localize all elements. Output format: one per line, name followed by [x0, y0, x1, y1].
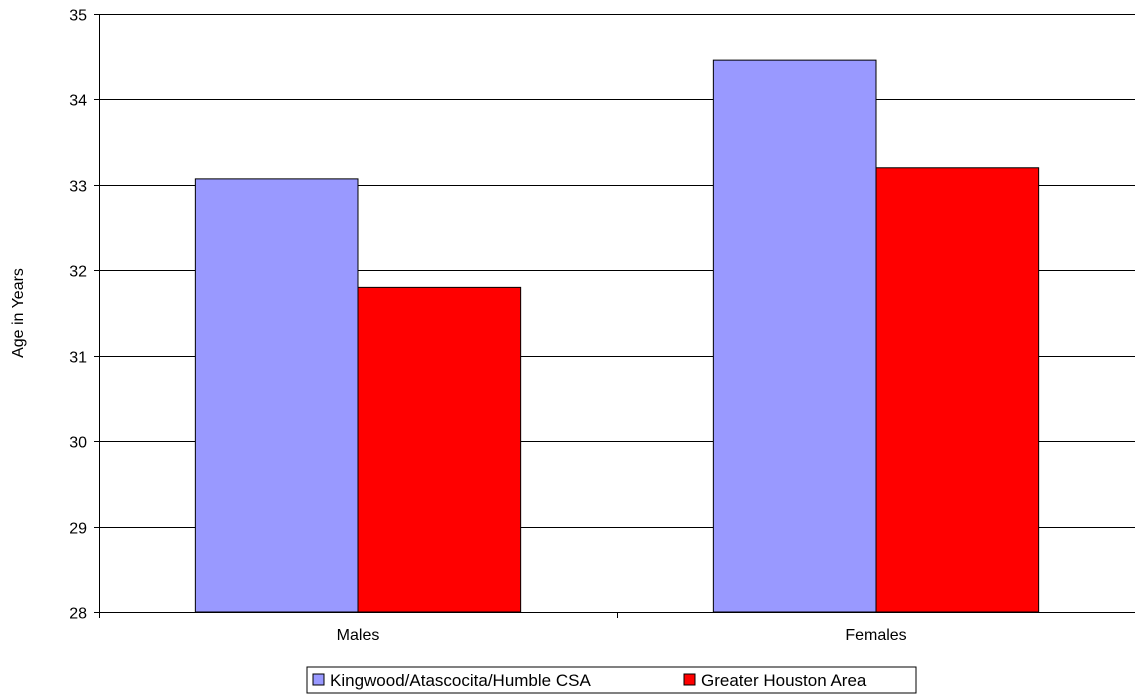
y-tick-label: 33: [69, 179, 87, 196]
y-tick-label: 30: [69, 435, 87, 452]
y-tick-label: 32: [69, 264, 87, 281]
legend-label: Kingwood/Atascocita/Humble CSA: [330, 671, 591, 690]
x-tick-labels: Males Females: [337, 627, 907, 644]
y-tick-label: 28: [69, 606, 87, 623]
y-axis-label: Age in Years: [10, 268, 27, 358]
legend-swatch: [312, 673, 325, 686]
bar-males-series-1: [194, 178, 359, 613]
x-tick-label: Females: [845, 627, 906, 644]
y-tick-label: 35: [69, 8, 87, 25]
legend: Kingwood/Atascocita/Humble CSA Greater Ho…: [306, 666, 917, 694]
legend-swatch: [683, 673, 696, 686]
legend-label: Greater Houston Area: [701, 671, 867, 690]
y-tick-label: 29: [69, 521, 87, 538]
legend-border: [306, 666, 917, 694]
y-tick-label: 31: [69, 350, 87, 367]
bar-males-series-2: [357, 286, 522, 613]
y-tick-label: 34: [69, 93, 87, 110]
bars: [194, 59, 1040, 613]
bar-females-series-1: [712, 59, 877, 613]
x-tick-label: Males: [337, 627, 380, 644]
axes: [94, 14, 1135, 618]
y-tick-labels: 28 29 30 31 32 33 34 35: [69, 8, 87, 623]
bar-females-series-2: [875, 167, 1040, 613]
